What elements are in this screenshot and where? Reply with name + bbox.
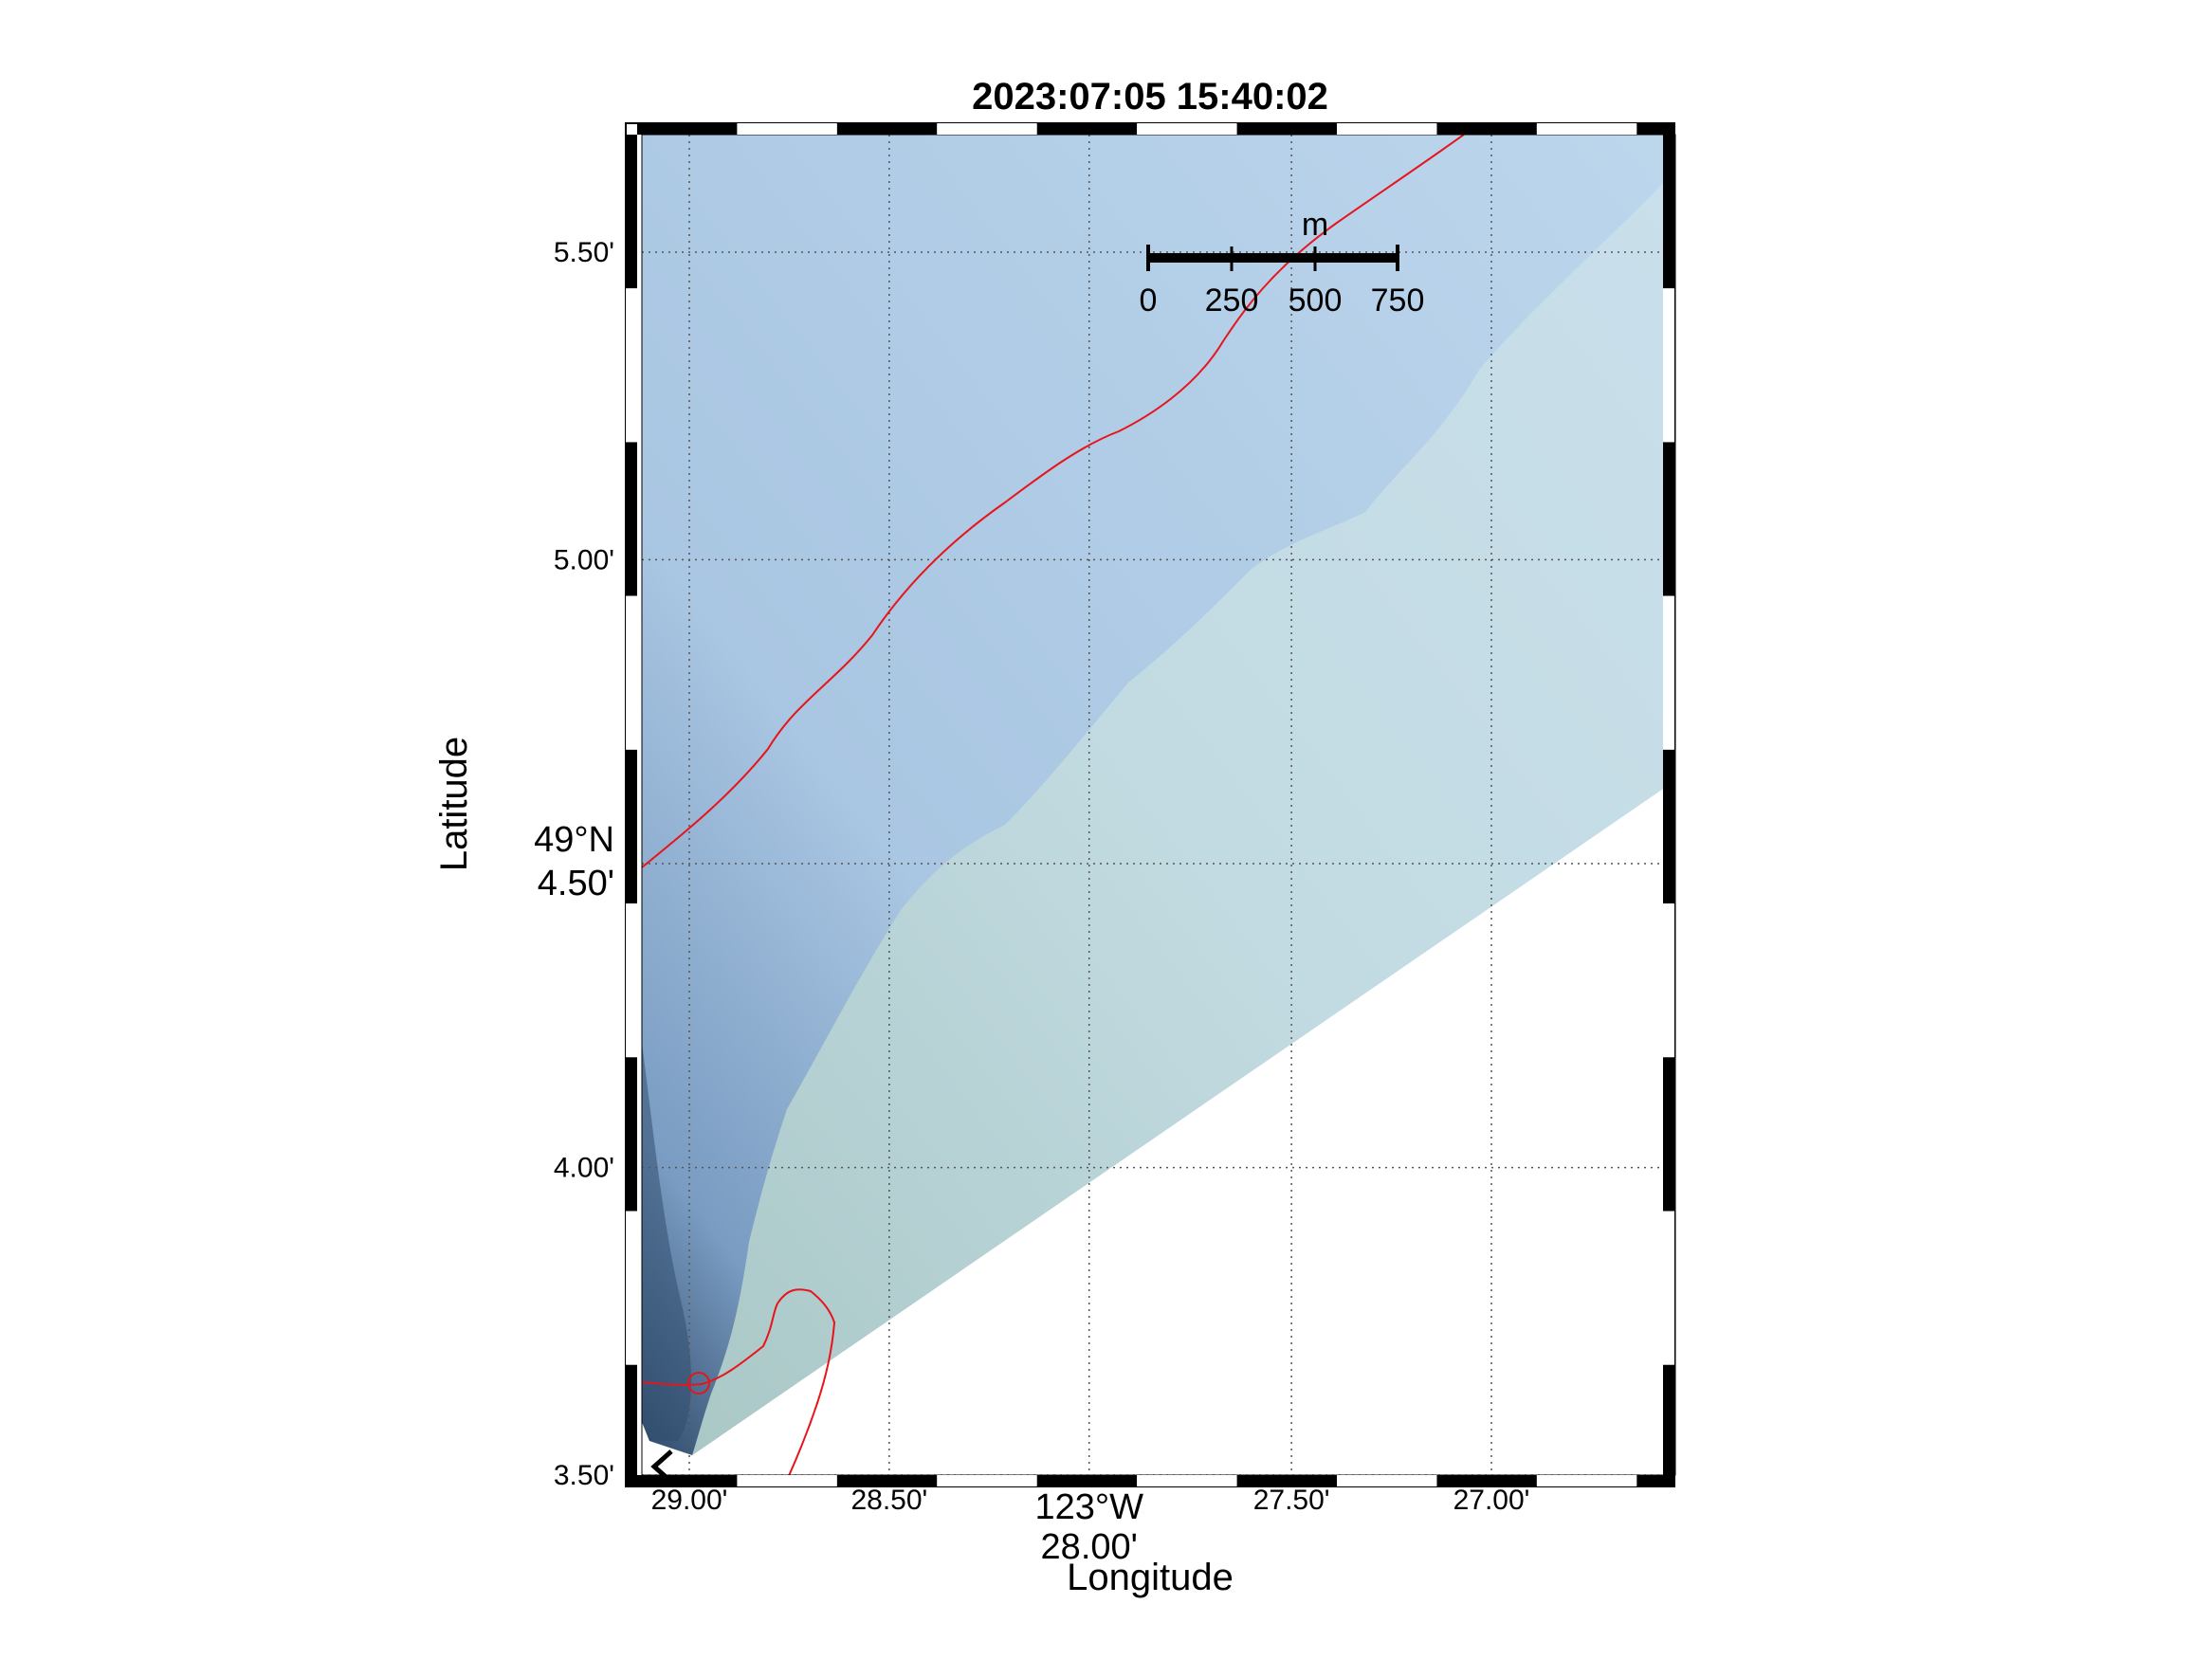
frame-segment: [1663, 1364, 1674, 1486]
x-axis-label: Longitude: [1067, 1557, 1234, 1598]
ship-track-loop: [642, 1288, 836, 1475]
lat-tick-label: 4.50': [538, 864, 614, 903]
frame-segment: [626, 135, 637, 289]
frame-segment: [637, 123, 738, 135]
frame-segment: [1663, 749, 1674, 904]
circle-marker: [687, 1372, 710, 1395]
frame-segment: [1436, 123, 1537, 135]
map-frame: [625, 122, 1676, 1487]
frame-segment: [626, 1211, 637, 1365]
map-title: 2023:07:05 15:40:02: [972, 76, 1328, 118]
lon-tick-label: 27.50': [1253, 1485, 1330, 1516]
lat-tick-label: 49°N: [534, 820, 614, 860]
frame-segment: [937, 123, 1037, 135]
scale-unit: m: [1302, 207, 1328, 243]
frame-segment: [626, 903, 637, 1058]
ship-track-line: [642, 135, 1466, 868]
frame-segment: [737, 1475, 837, 1486]
frame-segment: [737, 123, 837, 135]
frame-segment: [626, 749, 637, 904]
frame-segment: [836, 1475, 938, 1486]
lon-tick-label: 28.00': [1041, 1527, 1138, 1567]
frame-segment: [626, 288, 637, 443]
frame-segment: [1663, 288, 1674, 443]
scale-label-500: 500: [1289, 283, 1343, 319]
frame-segment: [1137, 1475, 1237, 1486]
frame-segment: [1536, 1475, 1637, 1486]
frame-segment: [1236, 1475, 1338, 1486]
deep-basin-shading: [642, 1043, 692, 1441]
frame-segment: [637, 1475, 738, 1486]
shallow-shelf-area: [692, 180, 1666, 1455]
lon-tick-label: 28.50': [850, 1485, 927, 1516]
y-axis-label: Latitude: [433, 737, 475, 871]
frame-segment: [1337, 1475, 1437, 1486]
frame-segment: [1636, 123, 1674, 135]
scale-label-750: 750: [1371, 283, 1425, 319]
frame-segment: [1663, 442, 1674, 596]
tick-labels: 29.00' 28.50' 123°W28.00' 27.50' 27.00' 3.50'…: [534, 237, 1529, 1567]
frame-segment: [1236, 123, 1338, 135]
frame-segment: [1663, 903, 1674, 1058]
frame-segment: [1436, 1475, 1537, 1486]
frame-segment: [626, 442, 637, 596]
frame-segment: [1337, 123, 1437, 135]
frame-segment: [1036, 1475, 1138, 1486]
frame-segment: [626, 1057, 637, 1212]
lat-tick-label: 5.50': [554, 237, 614, 268]
frame-segment: [937, 1475, 1037, 1486]
lon-tick-label: 29.00': [651, 1485, 728, 1516]
scale-bar: m 0 250 500 750: [1140, 207, 1425, 319]
lat-tick-label: 5.00': [554, 544, 614, 575]
scale-label-0: 0: [1140, 283, 1158, 319]
graticule-grid: [642, 135, 1675, 1476]
lat-tick-label: 3.50': [554, 1460, 614, 1491]
frame-segment: [1536, 123, 1637, 135]
scale-label-250: 250: [1205, 283, 1259, 319]
lon-tick-label: 123°W: [1034, 1487, 1143, 1527]
lon-tick-label: 27.00': [1453, 1485, 1530, 1516]
frame-segment: [836, 123, 938, 135]
frame-segment: [1137, 123, 1237, 135]
frame-segment: [626, 595, 637, 750]
frame-segment: [1663, 1211, 1674, 1365]
bathymetry-swath: [642, 135, 1666, 1455]
frame-segment: [1663, 595, 1674, 750]
frame-segment: [1663, 135, 1674, 289]
frame-segment: [626, 1364, 637, 1486]
frame-segment: [1663, 1057, 1674, 1212]
lat-tick-label: 4.00': [554, 1153, 614, 1184]
frame-segment: [1036, 123, 1138, 135]
